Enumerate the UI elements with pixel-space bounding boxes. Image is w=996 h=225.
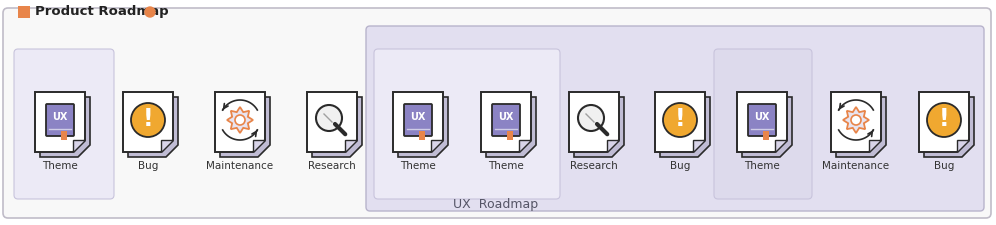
Text: UX: UX [498, 112, 514, 122]
Circle shape [927, 103, 961, 137]
Text: !: ! [674, 107, 685, 131]
Polygon shape [123, 92, 173, 152]
Polygon shape [742, 97, 792, 157]
Polygon shape [307, 92, 357, 152]
Polygon shape [35, 92, 85, 152]
Polygon shape [486, 97, 536, 157]
Text: Research: Research [308, 161, 356, 171]
FancyBboxPatch shape [748, 104, 776, 136]
Text: Theme: Theme [744, 161, 780, 171]
Polygon shape [215, 92, 265, 152]
Polygon shape [775, 140, 787, 152]
Polygon shape [957, 140, 969, 152]
Text: Bug: Bug [137, 161, 158, 171]
Text: !: ! [142, 107, 153, 131]
Polygon shape [924, 97, 974, 157]
Text: Product Roadmap: Product Roadmap [35, 5, 168, 18]
Polygon shape [737, 92, 787, 152]
Text: UX: UX [754, 112, 770, 122]
Text: Theme: Theme [400, 161, 436, 171]
Polygon shape [607, 140, 619, 152]
FancyBboxPatch shape [3, 8, 991, 218]
Polygon shape [574, 97, 624, 157]
FancyBboxPatch shape [404, 104, 432, 136]
Circle shape [663, 103, 697, 137]
Circle shape [851, 115, 861, 125]
Polygon shape [831, 92, 881, 152]
FancyBboxPatch shape [14, 49, 114, 199]
Polygon shape [393, 92, 443, 152]
Text: Maintenance: Maintenance [206, 161, 274, 171]
FancyBboxPatch shape [714, 49, 812, 199]
Circle shape [316, 105, 342, 131]
Polygon shape [128, 97, 178, 157]
Text: Bug: Bug [670, 161, 690, 171]
Bar [419, 131, 425, 140]
Polygon shape [869, 140, 881, 152]
Bar [763, 131, 769, 140]
Polygon shape [220, 97, 270, 157]
Polygon shape [693, 140, 705, 152]
Text: Theme: Theme [42, 161, 78, 171]
Text: Maintenance: Maintenance [823, 161, 889, 171]
Polygon shape [660, 97, 710, 157]
Polygon shape [481, 92, 531, 152]
Text: Bug: Bug [934, 161, 954, 171]
Polygon shape [398, 97, 448, 157]
Polygon shape [843, 107, 869, 133]
Text: UX: UX [53, 112, 68, 122]
Circle shape [578, 105, 604, 131]
Circle shape [235, 115, 245, 125]
Bar [507, 131, 513, 140]
FancyBboxPatch shape [374, 49, 560, 199]
Bar [18, 6, 30, 18]
Polygon shape [227, 107, 253, 133]
Polygon shape [919, 92, 969, 152]
Text: UX  Roadmap: UX Roadmap [453, 198, 539, 211]
Polygon shape [253, 140, 265, 152]
Text: UX: UX [410, 112, 425, 122]
Text: Research: Research [570, 161, 618, 171]
FancyBboxPatch shape [492, 104, 520, 136]
Circle shape [131, 103, 165, 137]
Polygon shape [569, 92, 619, 152]
FancyBboxPatch shape [46, 104, 74, 136]
Text: Theme: Theme [488, 161, 524, 171]
Polygon shape [345, 140, 357, 152]
Polygon shape [655, 92, 705, 152]
Polygon shape [519, 140, 531, 152]
Bar [61, 131, 67, 140]
Circle shape [145, 7, 155, 17]
Polygon shape [312, 97, 362, 157]
Text: !: ! [938, 107, 949, 131]
Polygon shape [73, 140, 85, 152]
Polygon shape [40, 97, 90, 157]
FancyBboxPatch shape [366, 26, 984, 211]
Polygon shape [836, 97, 886, 157]
Polygon shape [431, 140, 443, 152]
Polygon shape [161, 140, 173, 152]
